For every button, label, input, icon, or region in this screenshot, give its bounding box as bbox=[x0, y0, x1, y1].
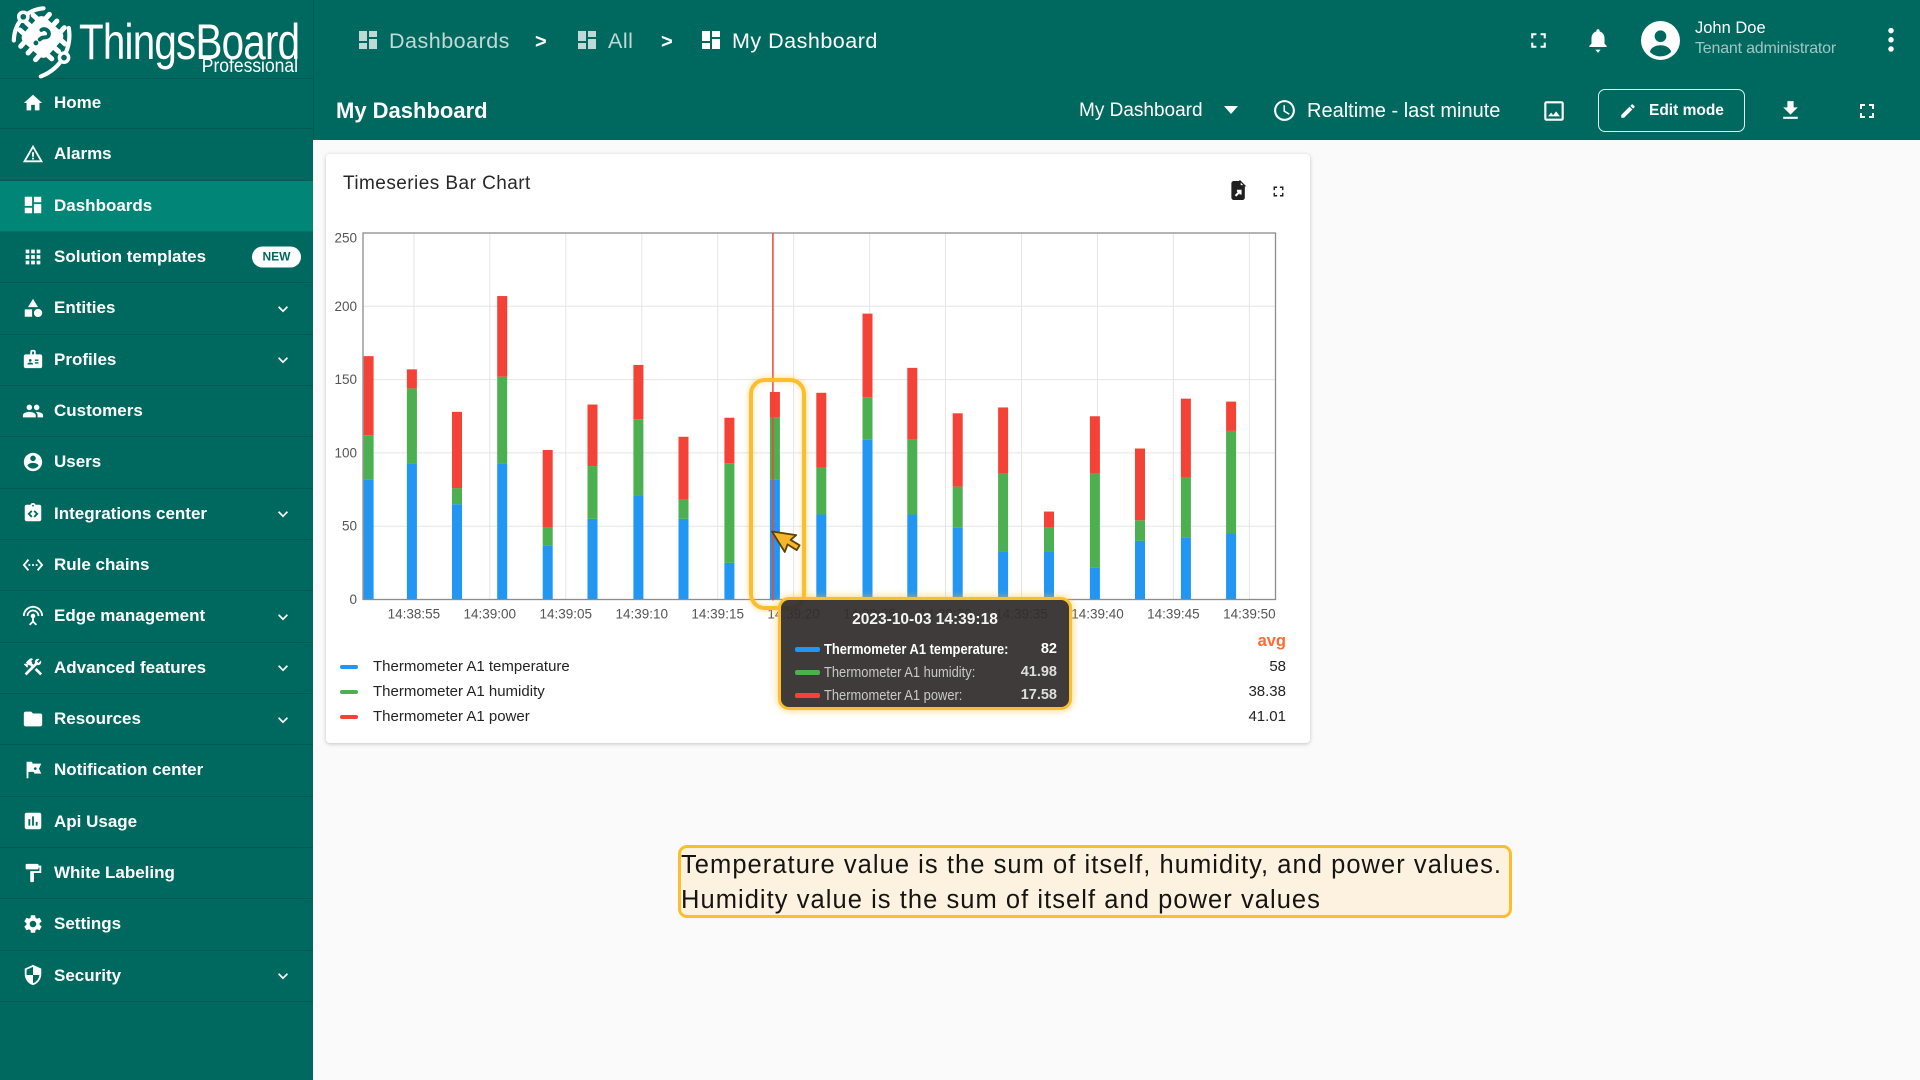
svg-text:100: 100 bbox=[334, 445, 357, 460]
svg-text:0: 0 bbox=[349, 592, 357, 607]
svg-text:200: 200 bbox=[334, 299, 357, 314]
svg-text:14:39:10: 14:39:10 bbox=[616, 607, 669, 622]
svg-text:14:39:00: 14:39:00 bbox=[464, 607, 517, 622]
svg-text:14:39:40: 14:39:40 bbox=[1071, 607, 1124, 622]
svg-text:14:39:50: 14:39:50 bbox=[1223, 607, 1276, 622]
svg-text:50: 50 bbox=[342, 519, 357, 534]
svg-text:14:39:05: 14:39:05 bbox=[540, 607, 593, 622]
svg-text:14:38:55: 14:38:55 bbox=[388, 607, 441, 622]
svg-text:150: 150 bbox=[334, 372, 357, 387]
svg-text:14:39:15: 14:39:15 bbox=[691, 607, 744, 622]
svg-text:14:39:45: 14:39:45 bbox=[1147, 607, 1200, 622]
svg-text:250: 250 bbox=[334, 231, 357, 246]
